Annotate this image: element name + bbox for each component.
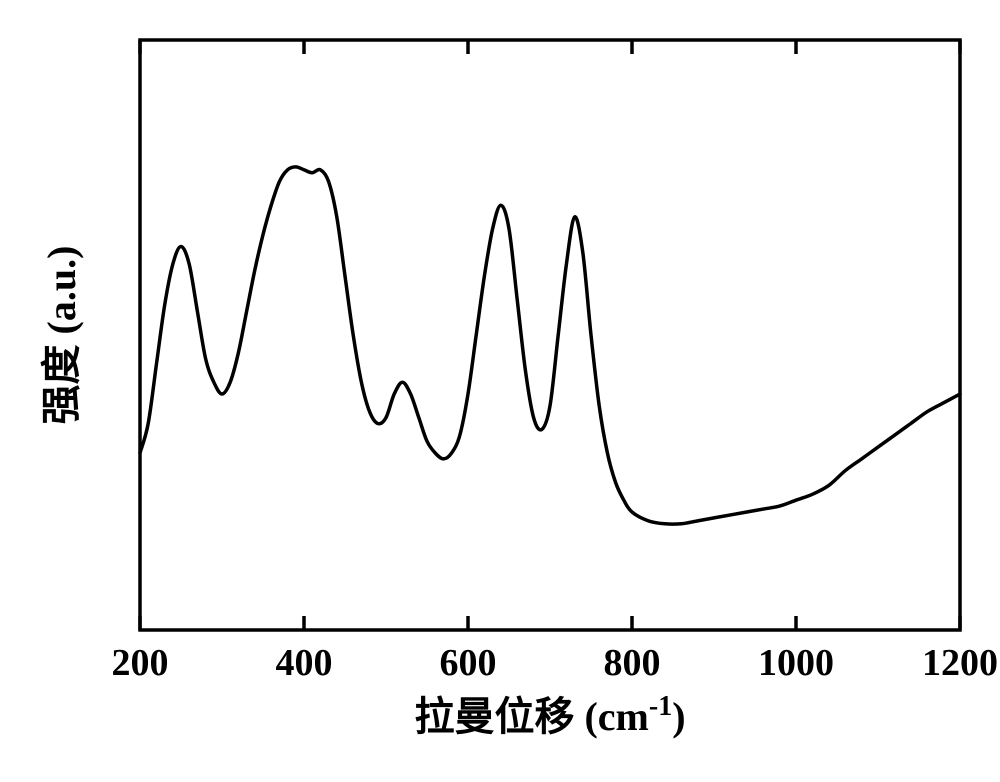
x-tick-label: 800 [604,642,661,684]
y-axis-label: 强度 (a.u.) [39,246,84,425]
plot-area [140,40,960,630]
x-tick-label: 600 [440,642,497,684]
x-axis-ticks [140,40,960,630]
x-tick-label: 400 [276,642,333,684]
x-tick-label: 1000 [758,642,834,684]
x-tick-label: 1200 [922,642,998,684]
x-tick-labels: 200 400 600 800 1000 1200 [112,642,999,684]
x-axis-label: 拉曼位移 (cm-1) [414,691,685,740]
raman-spectrum-chart: 200 400 600 800 1000 1200 拉曼位移 (cm-1) 强度 (a.u… [0,0,1000,782]
spectrum-line [140,167,960,524]
x-tick-label: 200 [112,642,169,684]
chart-svg: 200 400 600 800 1000 1200 拉曼位移 (cm-1) 强度 (a.u… [0,0,1000,782]
